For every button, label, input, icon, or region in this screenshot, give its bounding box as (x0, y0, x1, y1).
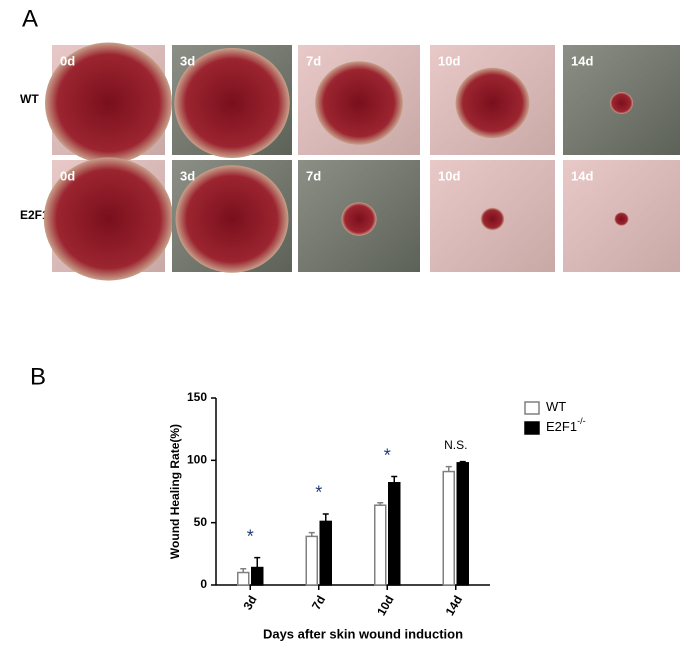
photo-label: 14d (571, 53, 593, 68)
x-tick-label: 7d (309, 593, 328, 612)
wound (480, 207, 505, 231)
photo-label: 0d (60, 53, 75, 68)
error-bar (377, 501, 384, 506)
significance: * (247, 526, 254, 546)
x-tick-label: 10d (374, 593, 396, 618)
panel-label: A (22, 5, 38, 32)
wound (315, 61, 403, 145)
photo-label: 3d (180, 53, 195, 68)
wound (614, 212, 629, 226)
panel-label: B (30, 363, 46, 390)
bar (251, 566, 264, 586)
error-bar (322, 513, 329, 522)
wound (455, 67, 530, 139)
legend-label: E2F1-/- (546, 416, 586, 434)
bar (442, 470, 455, 586)
wound (44, 42, 173, 164)
photo-label: 0d (60, 168, 75, 183)
significance: * (315, 483, 322, 503)
bar (319, 520, 332, 586)
x-axis-label: Days after skin wound induction (263, 626, 463, 641)
legend-label-base: WT (546, 399, 566, 414)
legend-label-sup: -/- (577, 416, 586, 426)
x-tick-label: 3d (240, 593, 259, 612)
error-bar (254, 556, 261, 568)
significance: * (384, 445, 391, 465)
photo-label: 7d (306, 53, 321, 68)
row-label: WT (20, 92, 39, 106)
legend-swatch (524, 421, 540, 435)
y-axis-label: Wound Healing Rate(%) (168, 424, 182, 559)
photo-label: 10d (438, 168, 460, 183)
bar (456, 462, 469, 586)
y-tick-label: 50 (194, 515, 208, 529)
error-bar (308, 531, 315, 537)
y-tick-label: 150 (187, 390, 207, 404)
significance: N.S. (444, 438, 467, 452)
wound (43, 157, 174, 281)
row-label-base: WT (20, 92, 39, 106)
y-tick-label: 0 (200, 577, 207, 591)
error-bar (445, 465, 452, 472)
wound (609, 92, 634, 114)
photo-label: 14d (571, 168, 593, 183)
bar (374, 504, 387, 586)
row-label-base: E2F1 (20, 208, 49, 222)
wound (174, 48, 290, 158)
bar (237, 571, 250, 586)
legend-label: WT (546, 399, 566, 414)
x-tick-label: 14d (443, 593, 465, 618)
wound (175, 165, 289, 273)
legend-label-base: E2F1 (546, 419, 577, 434)
legend-swatch (524, 401, 540, 415)
error-bar (391, 475, 398, 483)
y-tick-label: 100 (187, 453, 207, 467)
wound (341, 202, 377, 236)
error-bar (240, 568, 247, 573)
photo-label: 10d (438, 53, 460, 68)
bar (388, 482, 401, 586)
bar (305, 535, 318, 586)
photo-label: 7d (306, 168, 321, 183)
photo-label: 3d (180, 168, 195, 183)
error-bar (459, 460, 466, 463)
